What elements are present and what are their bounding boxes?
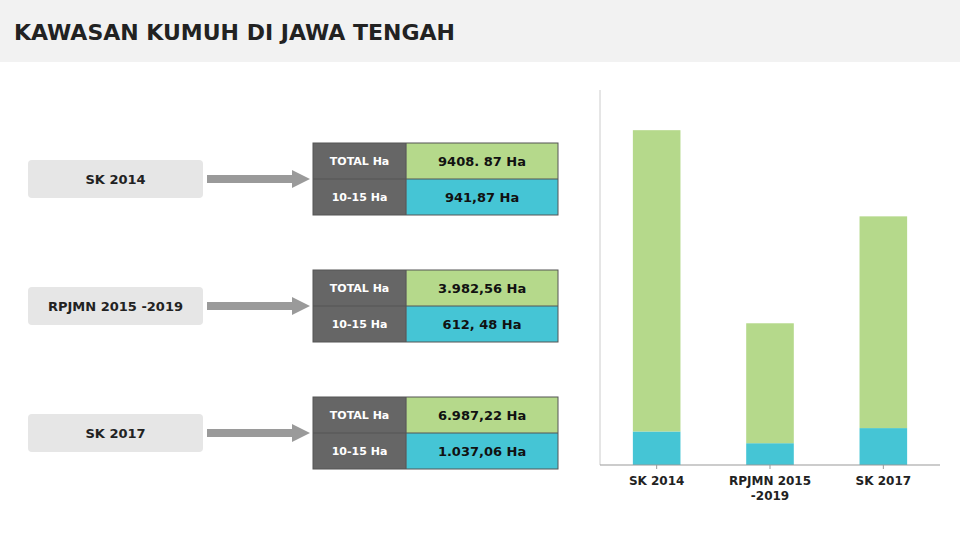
bar-segment [746, 443, 794, 465]
table-value: 3.982,56 Ha [438, 281, 526, 296]
label-box [28, 160, 203, 198]
table-value-cell [406, 306, 558, 342]
table-value: 612, 48 Ha [443, 317, 522, 332]
bars [633, 130, 907, 465]
bar-segment [633, 431, 681, 465]
table-header: TOTAL Ha [330, 155, 390, 168]
bar-segment [860, 216, 908, 428]
x-tick [656, 465, 657, 469]
table-row-group: SK 2014 TOTAL Ha 9408. 87 Ha 10-15 Ha 941,87… [28, 143, 558, 215]
title: KAWASAN KUMUH DI JAWA TENGAH [14, 20, 455, 45]
arrow [207, 297, 310, 315]
table-value-cell [406, 397, 558, 433]
table-border [313, 143, 558, 215]
table-header: 10-15 Ha [332, 445, 388, 458]
table-border [313, 397, 558, 469]
table-header: TOTAL Ha [330, 409, 390, 422]
table-row-group: SK 2017 TOTAL Ha 6.987,22 Ha 10-15 Ha 1.037,… [28, 397, 558, 469]
x-tick-label: SK 2014 [629, 474, 685, 488]
row-label: RPJMN 2015 -2019 [48, 299, 183, 314]
table-divider [313, 179, 558, 180]
x-tick [770, 465, 771, 469]
bar-segment [633, 130, 681, 431]
bar-segment [746, 323, 794, 443]
table-header-cell [313, 179, 406, 215]
table-divider [313, 433, 558, 434]
title-band [0, 0, 960, 62]
table-value: 9408. 87 Ha [438, 154, 526, 169]
table-header-cell [313, 397, 406, 433]
table-value-cell [406, 143, 558, 179]
bar-segment [860, 428, 908, 465]
chart-svg: KAWASAN KUMUH DI JAWA TENGAH SK 2014 TOTAL… [0, 0, 960, 540]
arrow [207, 424, 310, 442]
table-value: 1.037,06 Ha [438, 444, 526, 459]
table-border [313, 270, 558, 342]
row-label: SK 2014 [85, 172, 145, 187]
table-header-cell [313, 433, 406, 469]
table-header: 10-15 Ha [332, 191, 388, 204]
x-tick [883, 465, 884, 469]
table-value: 6.987,22 Ha [438, 408, 526, 423]
table-header: TOTAL Ha [330, 282, 390, 295]
table-divider [313, 306, 558, 307]
row-label: SK 2017 [85, 426, 145, 441]
table-header-cell [313, 143, 406, 179]
table-header: 10-15 Ha [332, 318, 388, 331]
label-box [28, 414, 203, 452]
table-header-cell [313, 306, 406, 342]
y-axis-line [600, 90, 601, 465]
table-value-cell [406, 433, 558, 469]
table-row-group: RPJMN 2015 -2019 TOTAL Ha 3.982,56 Ha 10-15… [28, 270, 558, 342]
label-box [28, 287, 203, 325]
chart-root: KAWASAN KUMUH DI JAWA TENGAH SK 2014 TOTAL… [0, 0, 960, 540]
table-value-cell [406, 270, 558, 306]
arrow [207, 170, 310, 188]
x-tick-label: RPJMN 2015-2019 [729, 474, 811, 503]
table-value-cell [406, 179, 558, 215]
table-header-cell [313, 270, 406, 306]
table-value: 941,87 Ha [445, 190, 519, 205]
x-tick-label: SK 2017 [856, 474, 912, 488]
